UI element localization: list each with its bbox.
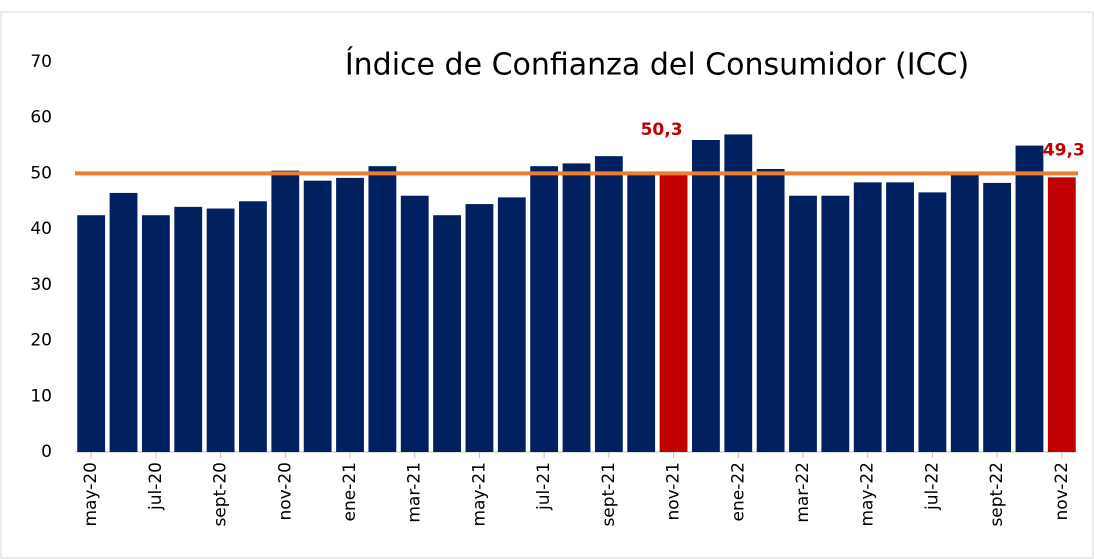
y-tick-label: 10 <box>30 386 52 406</box>
y-tick-label: 0 <box>41 442 52 462</box>
x-tick-label: may-20 <box>81 462 101 527</box>
bar <box>918 192 947 452</box>
y-tick-label: 50 <box>30 163 52 183</box>
bar <box>336 177 364 452</box>
bar <box>174 206 203 452</box>
bar <box>109 192 138 452</box>
x-tick-label: mar-21 <box>405 462 425 523</box>
chart-title: Índice de Confianza del Consumidor (ICC) <box>345 47 969 83</box>
bar <box>853 182 882 453</box>
x-tick-label: jul-22 <box>922 462 942 511</box>
y-tick-label: 20 <box>30 331 52 351</box>
bar <box>886 182 914 453</box>
x-tick-label: jul-21 <box>534 462 554 511</box>
bar <box>1047 177 1076 453</box>
x-tick-label: sept-22 <box>987 462 1007 527</box>
bar <box>303 180 332 452</box>
bar <box>271 170 300 452</box>
bar <box>141 215 170 452</box>
bar <box>368 166 397 452</box>
bar <box>724 134 753 452</box>
y-tick-label: 60 <box>30 108 52 128</box>
x-tick-label: nov-21 <box>664 462 684 521</box>
bar <box>77 215 106 452</box>
bar <box>627 171 656 452</box>
bar <box>239 201 267 452</box>
y-tick-label: 30 <box>30 275 52 295</box>
bar <box>821 195 850 452</box>
bar <box>530 166 559 452</box>
bar <box>692 140 720 452</box>
bar <box>497 197 526 452</box>
x-tick-label: sept-21 <box>599 462 619 527</box>
bar <box>756 168 785 452</box>
y-tick-label: 70 <box>30 52 52 72</box>
x-tick-label: jul-20 <box>146 462 166 511</box>
x-tick-label: ene-21 <box>340 462 360 521</box>
bar <box>789 195 817 452</box>
bar <box>983 182 1012 452</box>
bar <box>659 171 688 452</box>
bar <box>594 156 623 452</box>
bar <box>206 208 235 452</box>
bar <box>400 195 429 452</box>
value-label: 49,3 <box>1043 140 1085 160</box>
bar <box>950 172 979 452</box>
x-tick-label: sept-20 <box>211 462 231 527</box>
x-tick-label: nov-20 <box>275 462 295 521</box>
x-tick-label: may-21 <box>469 462 489 527</box>
bar <box>1015 145 1044 453</box>
bar <box>433 215 461 452</box>
x-tick-label: may-22 <box>858 462 878 527</box>
x-tick-label: nov-22 <box>1052 462 1072 521</box>
y-tick-label: 40 <box>30 219 52 239</box>
x-tick-label: mar-22 <box>793 462 813 523</box>
bar <box>562 163 591 452</box>
bar <box>465 204 494 452</box>
x-tick-label: ene-22 <box>728 462 748 521</box>
value-label: 50,3 <box>641 120 683 140</box>
